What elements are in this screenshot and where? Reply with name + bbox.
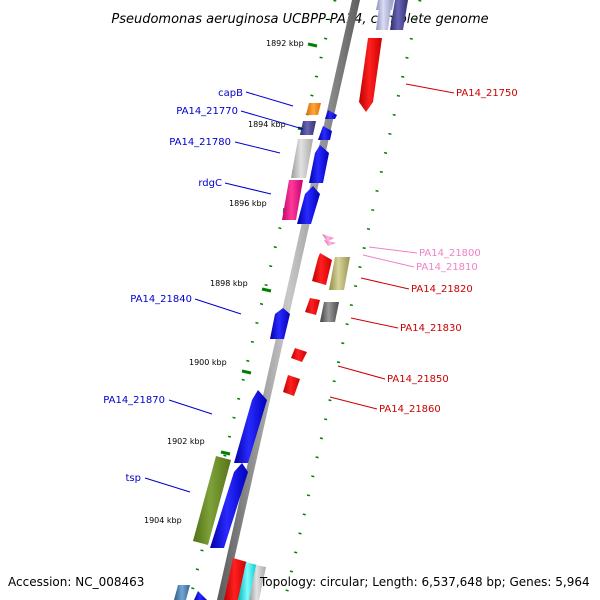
gene-arrow-steel[interactable]: [174, 585, 190, 600]
gene-PA14_21850[interactable]: [291, 348, 307, 362]
gene-PA14_21840[interactable]: [270, 308, 290, 339]
leader-line: [234, 141, 281, 154]
gene-label-PA14_21780[interactable]: PA14_21780: [169, 137, 231, 148]
kbp-tick-label: 1896 kbp: [229, 199, 267, 208]
kbp-tick-label: 1892 kbp: [266, 39, 304, 48]
gene-labels: capB PA14_21770 PA14_21780 rdgC PA14_21840 PA…: [103, 83, 518, 493]
gene-label-PA14_21820[interactable]: PA14_21820: [411, 284, 473, 295]
gene-PA14_21870[interactable]: [234, 390, 267, 463]
gene-label-PA14_21850[interactable]: PA14_21850: [387, 374, 449, 385]
gene-capB[interactable]: [306, 103, 321, 115]
leader-line: [224, 182, 272, 195]
gene-arrow-cyan[interactable]: [238, 562, 257, 600]
leader-line: [350, 317, 399, 329]
leader-line: [337, 365, 386, 380]
kbp-tick-label: 1894 kbp: [248, 120, 286, 129]
accession-label: Accession: NC_008463: [8, 575, 144, 589]
leader-line: [245, 91, 294, 107]
gene-arrow-blue[interactable]: [318, 126, 332, 140]
topology-label: Topology: circular; Length: 6,537,648 bp…: [259, 575, 590, 589]
leader-line: [168, 399, 213, 415]
gene-rdgC[interactable]: [282, 180, 303, 220]
leader-line: [368, 246, 418, 254]
gene-PA14_21860[interactable]: [283, 375, 300, 396]
gene-arrow-purple[interactable]: [390, 0, 408, 30]
major-tick: [261, 287, 272, 293]
genome-title: Pseudomonas aeruginosa UCBPP-PA14, compl…: [111, 12, 488, 27]
gene-PA14_21810[interactable]: [324, 240, 336, 246]
gene-PA14_21800[interactable]: [322, 234, 334, 242]
gene-PA14_21820[interactable]: [312, 253, 332, 285]
leader-line: [362, 254, 415, 268]
kbp-tick-label: 1904 kbp: [144, 516, 182, 525]
gene-label-PA14_21870[interactable]: PA14_21870: [103, 395, 165, 406]
leader-line: [360, 277, 410, 290]
gene-arrow-blue[interactable]: [309, 145, 329, 183]
kbp-tick-label: 1898 kbp: [210, 279, 248, 288]
gene-arrow-blue[interactable]: [194, 591, 207, 600]
kbp-labels: 1892 kbp 1894 kbp 1896 kbp 1898 kbp 1900 kbp…: [144, 39, 304, 525]
gene-PA14_21780[interactable]: [291, 139, 313, 178]
gene-label-PA14_21750[interactable]: PA14_21750: [456, 88, 518, 99]
gene-arrows-reverse: [224, 0, 408, 600]
gene-label-rdgC[interactable]: rdgC: [198, 178, 222, 189]
kbp-tick-label: 1900 kbp: [189, 358, 227, 367]
gene-arrow-khaki[interactable]: [329, 257, 350, 290]
gene-label-PA14_21840[interactable]: PA14_21840: [130, 294, 192, 305]
leader-line: [194, 298, 242, 315]
major-tick: [241, 369, 252, 375]
kbp-tick-label: 1902 kbp: [167, 437, 205, 446]
gene-label-capB[interactable]: capB: [218, 88, 243, 99]
gene-PA14_21770[interactable]: [300, 121, 316, 135]
gene-PA14_21830[interactable]: [305, 298, 320, 315]
gene-PA14_21750[interactable]: [359, 38, 382, 112]
major-tick: [220, 450, 231, 456]
gene-arrows: [174, 103, 337, 600]
leader-line: [405, 83, 455, 94]
gene-label-PA14_21830[interactable]: PA14_21830: [400, 323, 462, 334]
gene-tsp[interactable]: [193, 456, 231, 545]
gene-arrow-blue[interactable]: [297, 186, 320, 224]
gene-label-PA14_21770[interactable]: PA14_21770: [176, 106, 238, 117]
gene-label-PA14_21810[interactable]: PA14_21810: [416, 262, 478, 273]
gene-arrow-gray[interactable]: [249, 565, 266, 600]
gene-arrow-blue[interactable]: [210, 463, 248, 548]
leader-line: [144, 477, 191, 493]
leader-line: [240, 110, 304, 130]
gene-label-PA14_21800[interactable]: PA14_21800: [419, 248, 481, 259]
major-tick: [307, 42, 318, 48]
leader-line: [329, 396, 378, 410]
gene-arrow-lavender[interactable]: [376, 0, 392, 30]
gene-arrow-red[interactable]: [224, 558, 247, 600]
right-tick-line: [283, 0, 422, 600]
gene-label-tsp[interactable]: tsp: [126, 473, 141, 484]
gene-arrow-blue[interactable]: [325, 110, 337, 119]
gene-label-PA14_21860[interactable]: PA14_21860: [379, 404, 441, 415]
gene-arrow-darkgray[interactable]: [320, 302, 339, 322]
